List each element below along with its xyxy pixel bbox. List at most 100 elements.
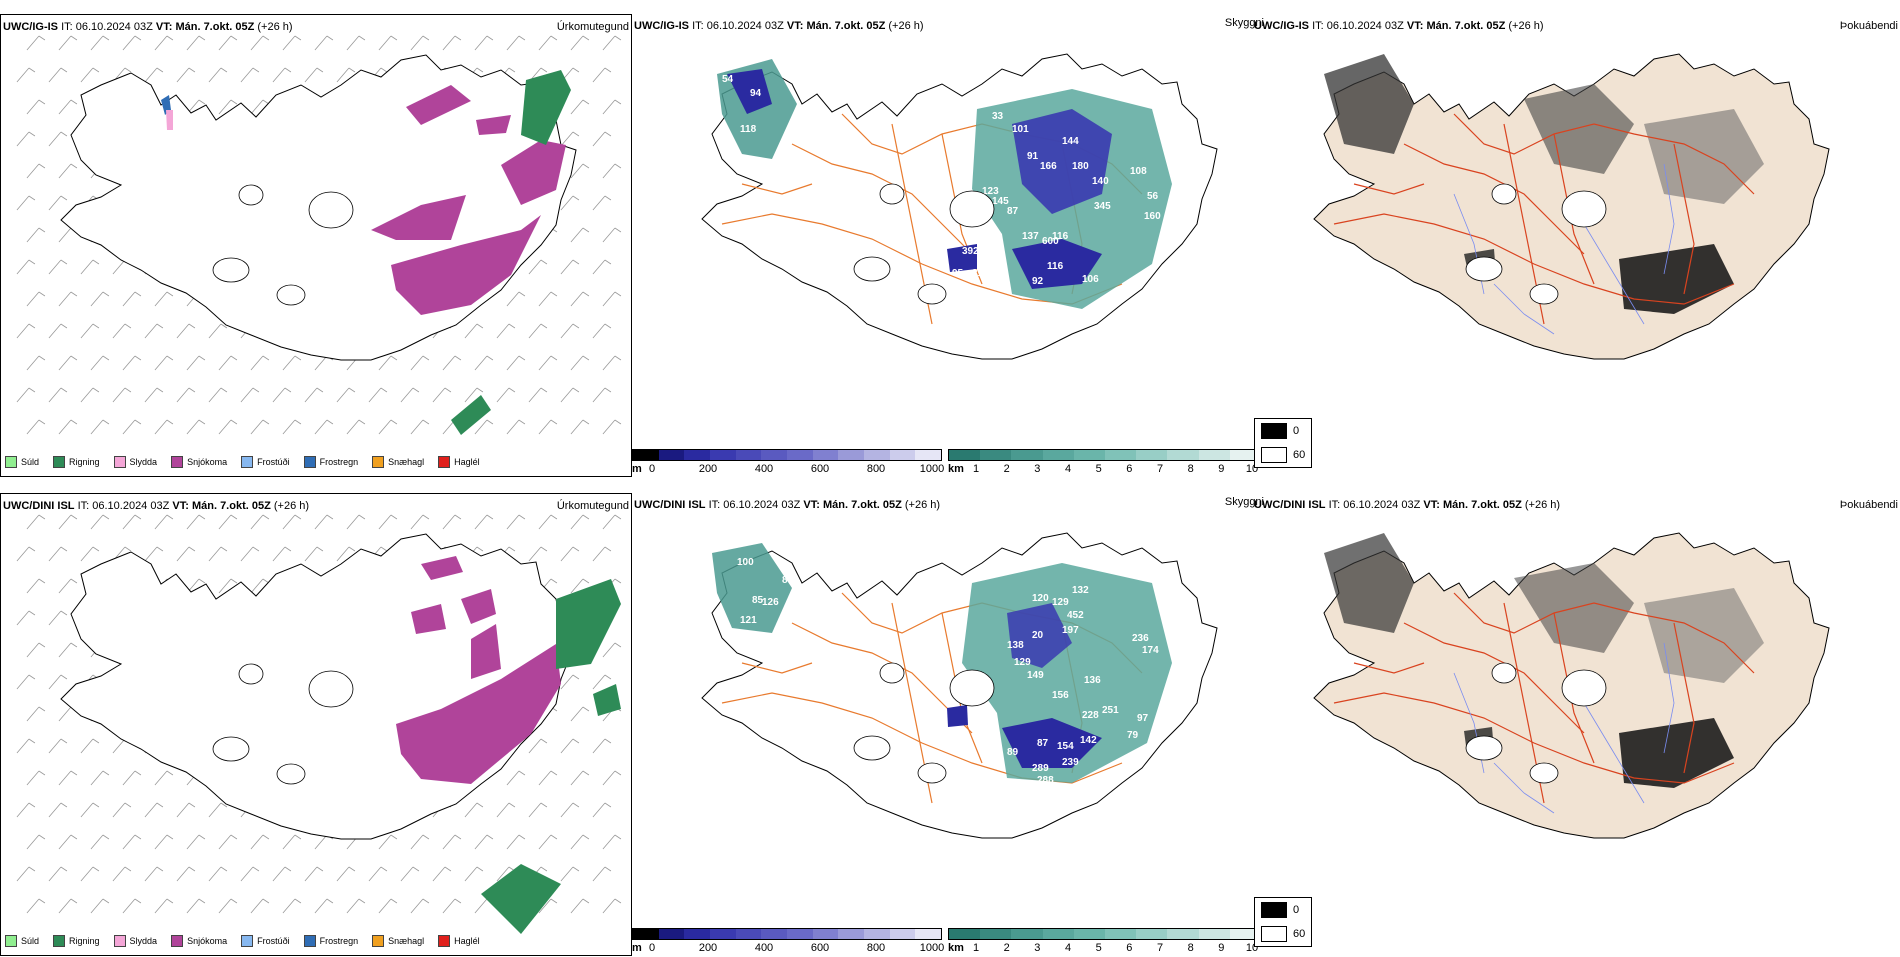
wind-barb: [602, 291, 622, 307]
wind-barb: [570, 355, 590, 371]
wind-barb: [592, 674, 612, 690]
legend-swatch: [241, 935, 254, 947]
panel-title: UWC/IG-IS IT: 06.10.2024 03Z VT: Mán. 7.…: [1254, 20, 1544, 32]
colorbar-tick-label: 1: [972, 942, 980, 954]
visibility-label: 154: [1057, 741, 1074, 752]
panel-label: Úrkomutegund: [556, 21, 629, 33]
wind-barb: [16, 866, 36, 882]
visibility-panel-igis: UWC/IG-IS IT: 06.10.2024 03Z VT: Mán. 7.…: [632, 14, 1264, 477]
wind-barb: [240, 387, 260, 403]
colorbar-tick-label: 1000: [919, 942, 945, 954]
glacier-outline: [853, 735, 891, 761]
panel-label: Þokuábendi: [1839, 20, 1898, 32]
height-colorbar: m 0 200 400 600 800 1000: [632, 447, 944, 477]
visibility-label: 54: [722, 74, 734, 85]
river: [1583, 223, 1645, 325]
wind-barb: [16, 259, 36, 275]
wind-barb: [26, 514, 46, 530]
river: [1493, 762, 1555, 814]
wind-barb: [48, 387, 68, 403]
visibility-label: 144: [1062, 136, 1079, 147]
colorbar-swatch: [863, 929, 890, 939]
visibility-label: 289: [1032, 763, 1049, 774]
colorbar-swatches: [632, 928, 942, 940]
wind-barb: [592, 131, 612, 147]
wind-barb: [26, 706, 46, 722]
wind-barb: [154, 291, 174, 307]
fog-legend-max-swatch: [1261, 423, 1287, 439]
wind-barb: [250, 419, 270, 435]
legend-label: Rigning: [69, 457, 100, 467]
colorbar-swatch: [1011, 450, 1043, 460]
visibility-label: 156: [1052, 690, 1069, 701]
wind-barb: [282, 355, 302, 371]
precip-areas: [161, 70, 571, 435]
panel-label: Skyggni: [1224, 17, 1264, 29]
wind-barb: [112, 866, 132, 882]
wind-barb: [144, 387, 164, 403]
colorbar-unit: km: [948, 463, 964, 475]
wind-barb: [592, 259, 612, 275]
wind-barb: [176, 67, 196, 83]
wind-barb: [602, 163, 622, 179]
road: [1673, 143, 1695, 295]
colorbar-tick-label: 400: [754, 942, 774, 954]
wind-barb: [496, 802, 516, 818]
glacier-outline: [238, 184, 264, 206]
glacier-outline: [1465, 735, 1503, 761]
visibility-label: 349: [1052, 306, 1069, 317]
legend-item: Snjókoma: [171, 935, 227, 947]
wind-barb: [26, 419, 46, 435]
wind-barb: [474, 355, 494, 371]
wind-barb: [154, 35, 174, 51]
colorbar-tick-label: 800: [866, 463, 886, 475]
wind-barb: [346, 898, 366, 914]
wind-barb: [314, 514, 334, 530]
wind-barb: [144, 802, 164, 818]
precip-type-map: [16, 514, 622, 934]
wind-barb: [570, 514, 590, 530]
wind-barb: [250, 35, 270, 51]
road: [1453, 113, 1755, 195]
wind-barb: [80, 802, 100, 818]
wind-barb: [154, 898, 174, 914]
glacier-outline: [853, 256, 891, 282]
colorbar-swatch: [1229, 450, 1261, 460]
legend-item: Slydda: [113, 456, 157, 468]
colorbar-swatch: [709, 450, 736, 460]
wind-barb: [26, 898, 46, 914]
wind-barb: [304, 546, 324, 562]
glacier-outline: [308, 670, 354, 708]
wind-barb: [560, 674, 580, 690]
colorbar-swatch: [1104, 450, 1137, 460]
wind-barb: [602, 834, 622, 850]
wind-barb: [560, 802, 580, 818]
visibility-label: 33: [992, 111, 1004, 122]
colorbar-swatch: [1198, 450, 1230, 460]
legend-item: Frostúði: [241, 935, 290, 947]
colorbar-swatch: [889, 450, 916, 460]
legend-label: Snæhagl: [388, 457, 425, 467]
wind-barb: [538, 898, 558, 914]
wind-barb: [48, 67, 68, 83]
wind-barb: [26, 99, 46, 115]
legend-swatch: [171, 456, 184, 468]
panel-label: Úrkomutegund: [556, 500, 629, 512]
colorbar-swatches: [632, 449, 942, 461]
wind-barb: [48, 802, 68, 818]
wind-barb: [570, 898, 590, 914]
wind-barb: [570, 770, 590, 786]
wind-barb: [314, 419, 334, 435]
wind-barb: [218, 99, 238, 115]
road: [1353, 662, 1425, 674]
legend-label: Snæhagl: [388, 936, 425, 946]
wind-barb: [90, 514, 110, 530]
wind-barb: [464, 323, 484, 339]
colorbar-tick-label: 8: [1187, 463, 1194, 475]
visibility-label: 87: [1007, 206, 1019, 217]
wind-barb: [48, 674, 68, 690]
wind-barb: [144, 546, 164, 562]
wind-barb: [602, 419, 622, 435]
wind-barb: [560, 387, 580, 403]
wind-barb: [336, 387, 356, 403]
